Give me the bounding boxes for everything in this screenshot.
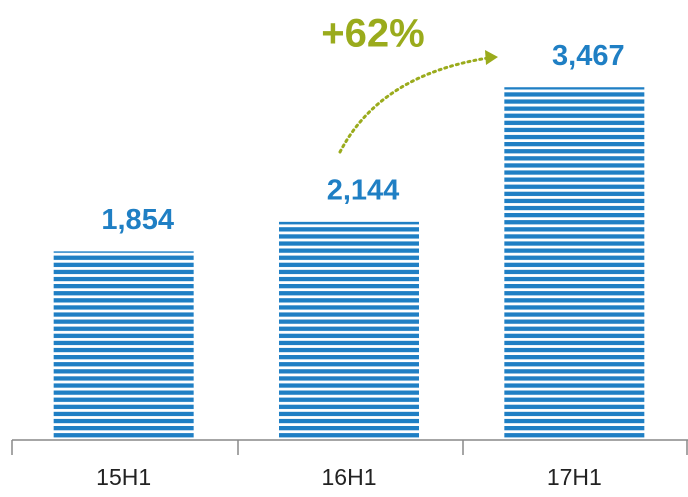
bar <box>53 251 194 440</box>
x-tick-label: 16H1 <box>322 464 377 490</box>
value-label: 3,467 <box>552 40 625 72</box>
growth-arrow <box>338 56 490 154</box>
x-tick-label: 17H1 <box>547 464 602 490</box>
value-label: 1,854 <box>101 204 174 236</box>
value-label: 2,144 <box>327 175 400 207</box>
bar <box>279 221 419 440</box>
growth-arrowhead <box>485 50 498 65</box>
bar <box>504 87 645 440</box>
growth-annotation: +62% <box>321 12 424 56</box>
x-tick-label: 15H1 <box>96 464 151 490</box>
